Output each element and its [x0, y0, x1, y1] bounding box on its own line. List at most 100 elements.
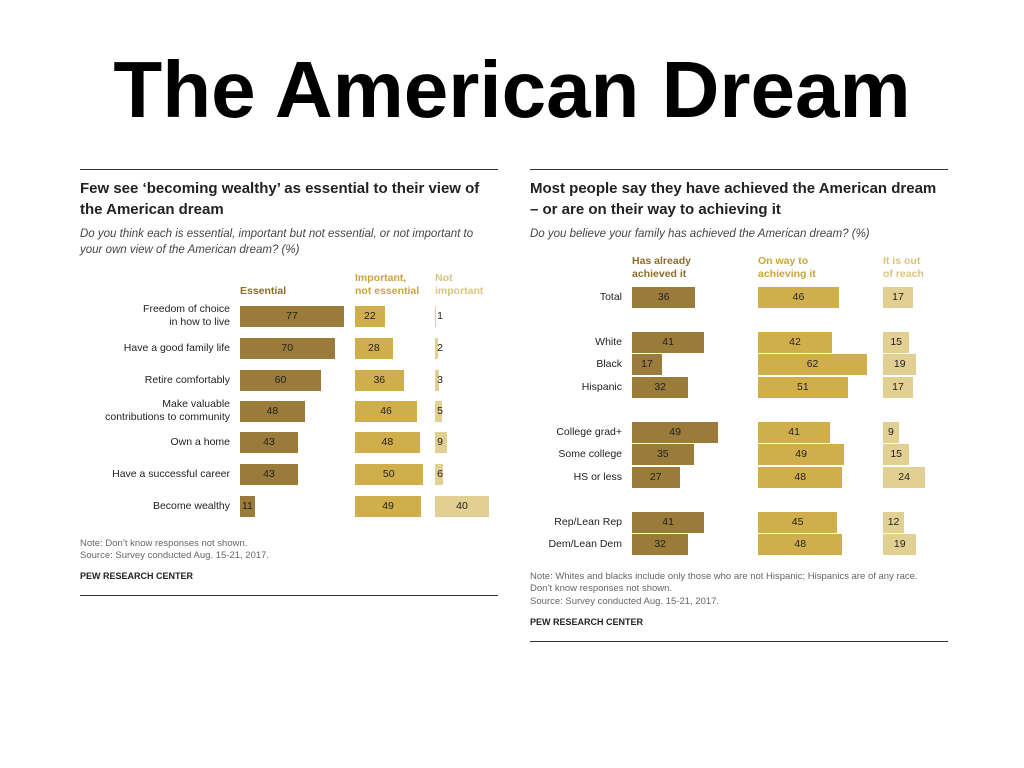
left-series-header-1: Essential [240, 285, 286, 298]
right-data-label: 17 [892, 290, 904, 303]
left-category-label: Retire comfortably [30, 374, 230, 387]
right-data-label: 49 [669, 425, 681, 438]
right-bar [883, 331, 910, 353]
left-bar [355, 305, 385, 327]
left-data-label: 3 [437, 373, 443, 386]
left-category-label-line: Make valuable [162, 398, 230, 410]
right-bar [883, 466, 926, 488]
left-data-label: 43 [263, 435, 275, 448]
left-bar [240, 431, 299, 453]
right-data-label: 41 [662, 335, 674, 348]
left-category-label: Freedom of choice in how to live [30, 303, 230, 329]
right-bar [632, 443, 694, 465]
left-top-rule [80, 169, 498, 170]
left-data-label: 70 [281, 341, 294, 354]
right-category-label: White [422, 336, 622, 349]
right-series-header-1: Has already achieved it [632, 255, 691, 281]
right-data-label: 24 [898, 470, 910, 483]
right-bar [758, 511, 838, 533]
right-data-label: 12 [887, 515, 900, 528]
left-data-label: 36 [373, 373, 386, 386]
left-data-label: 48 [381, 435, 394, 448]
left-category-label-line: Have a good family life [123, 341, 230, 354]
right-bar [883, 376, 913, 398]
right-category-label-line: Hispanic [581, 380, 622, 393]
left-bar [240, 369, 321, 391]
right-chart-subtitle: Do you believe your family has achieved … [530, 228, 870, 240]
right-data-label: 35 [656, 447, 669, 460]
left-data-label: 22 [364, 309, 376, 322]
right-category-label-line: Total [599, 290, 622, 303]
right-brand: PEW RESEARCH CENTER [530, 617, 644, 627]
left-bar [435, 400, 442, 422]
right-bar [883, 443, 910, 465]
left-bar [435, 495, 489, 517]
right-data-label: 51 [797, 380, 809, 393]
right-bar [632, 286, 696, 308]
left-series-header-3-line: important [435, 285, 484, 297]
right-bar [632, 376, 689, 398]
left-data-label: 49 [382, 499, 394, 512]
left-series-header-2-line: Important, [355, 272, 407, 284]
right-bar [758, 331, 832, 353]
left-category-label: Have a successful career [30, 468, 230, 481]
right-bar [758, 466, 843, 488]
left-bar [435, 463, 444, 485]
left-bar [355, 369, 404, 391]
right-note-2: Don’t know responses not shown. [530, 583, 673, 594]
right-data-label: 49 [795, 447, 807, 460]
left-bar [435, 431, 448, 453]
right-series-header-2-line: On way to [758, 255, 809, 267]
right-data-label: 19 [893, 537, 906, 550]
right-bar [632, 466, 680, 488]
right-bar [883, 511, 905, 533]
right-bar [883, 421, 899, 443]
right-note-3: Source: Survey conducted Aug. 15-21, 201… [530, 596, 720, 607]
right-data-label: 27 [649, 470, 662, 483]
right-chart-title: Most people say they have achieved the A… [530, 180, 937, 218]
right-category-label-line: Dem/Lean Dem [548, 537, 622, 550]
right-series-header-1-line: achieved it [632, 268, 687, 280]
left-category-label: Make valuable contributions to community [30, 398, 230, 424]
left-data-label: 40 [456, 499, 468, 512]
left-category-label-line: in how to live [169, 316, 230, 328]
right-bar [632, 353, 662, 375]
left-category-label-line: Retire comfortably [144, 373, 230, 386]
left-bottom-rule [80, 595, 498, 596]
right-bar [758, 353, 868, 375]
left-bar [240, 463, 299, 485]
left-category-label: Have a good family life [30, 342, 230, 355]
left-bar [240, 495, 255, 517]
right-data-label: 46 [792, 290, 805, 303]
right-data-label: 9 [887, 425, 894, 438]
right-data-label: 41 [662, 515, 674, 528]
right-data-label: 15 [890, 335, 903, 348]
right-data-label: 32 [654, 537, 666, 550]
left-chart-subtitle: Do you think each is essential, importan… [80, 228, 474, 256]
left-category-label: Own a home [30, 436, 230, 449]
left-data-label: 46 [380, 404, 392, 417]
left-bar [355, 431, 420, 453]
right-bar [632, 511, 705, 533]
right-series-header-3: It is out of reach [883, 255, 924, 281]
left-series-header-3: Not important [435, 272, 483, 298]
left-data-label: 50 [382, 467, 395, 480]
left-data-label: 48 [266, 404, 279, 417]
right-series-header-2-line: achieving it [758, 268, 816, 280]
right-bar [883, 286, 913, 308]
right-bar [758, 286, 839, 308]
right-category-label: Total [422, 291, 622, 304]
left-bar [240, 337, 335, 359]
left-data-label: 60 [274, 373, 287, 386]
right-category-label-line: HS or less [573, 470, 622, 483]
left-bar [355, 463, 423, 485]
right-series-header-2: On way to achieving it [758, 255, 816, 281]
left-chart-title: Few see ‘becoming wealthy’ as essential … [80, 180, 480, 218]
right-series-header-1-line: Has already [632, 255, 691, 267]
right-category-label-line: Rep/Lean Rep [554, 515, 622, 528]
right-data-label: 19 [893, 357, 906, 370]
left-bar [355, 400, 418, 422]
right-category-label: HS or less [422, 471, 622, 484]
left-series-header-2: Important, not essential [355, 272, 419, 298]
right-bar [883, 353, 917, 375]
